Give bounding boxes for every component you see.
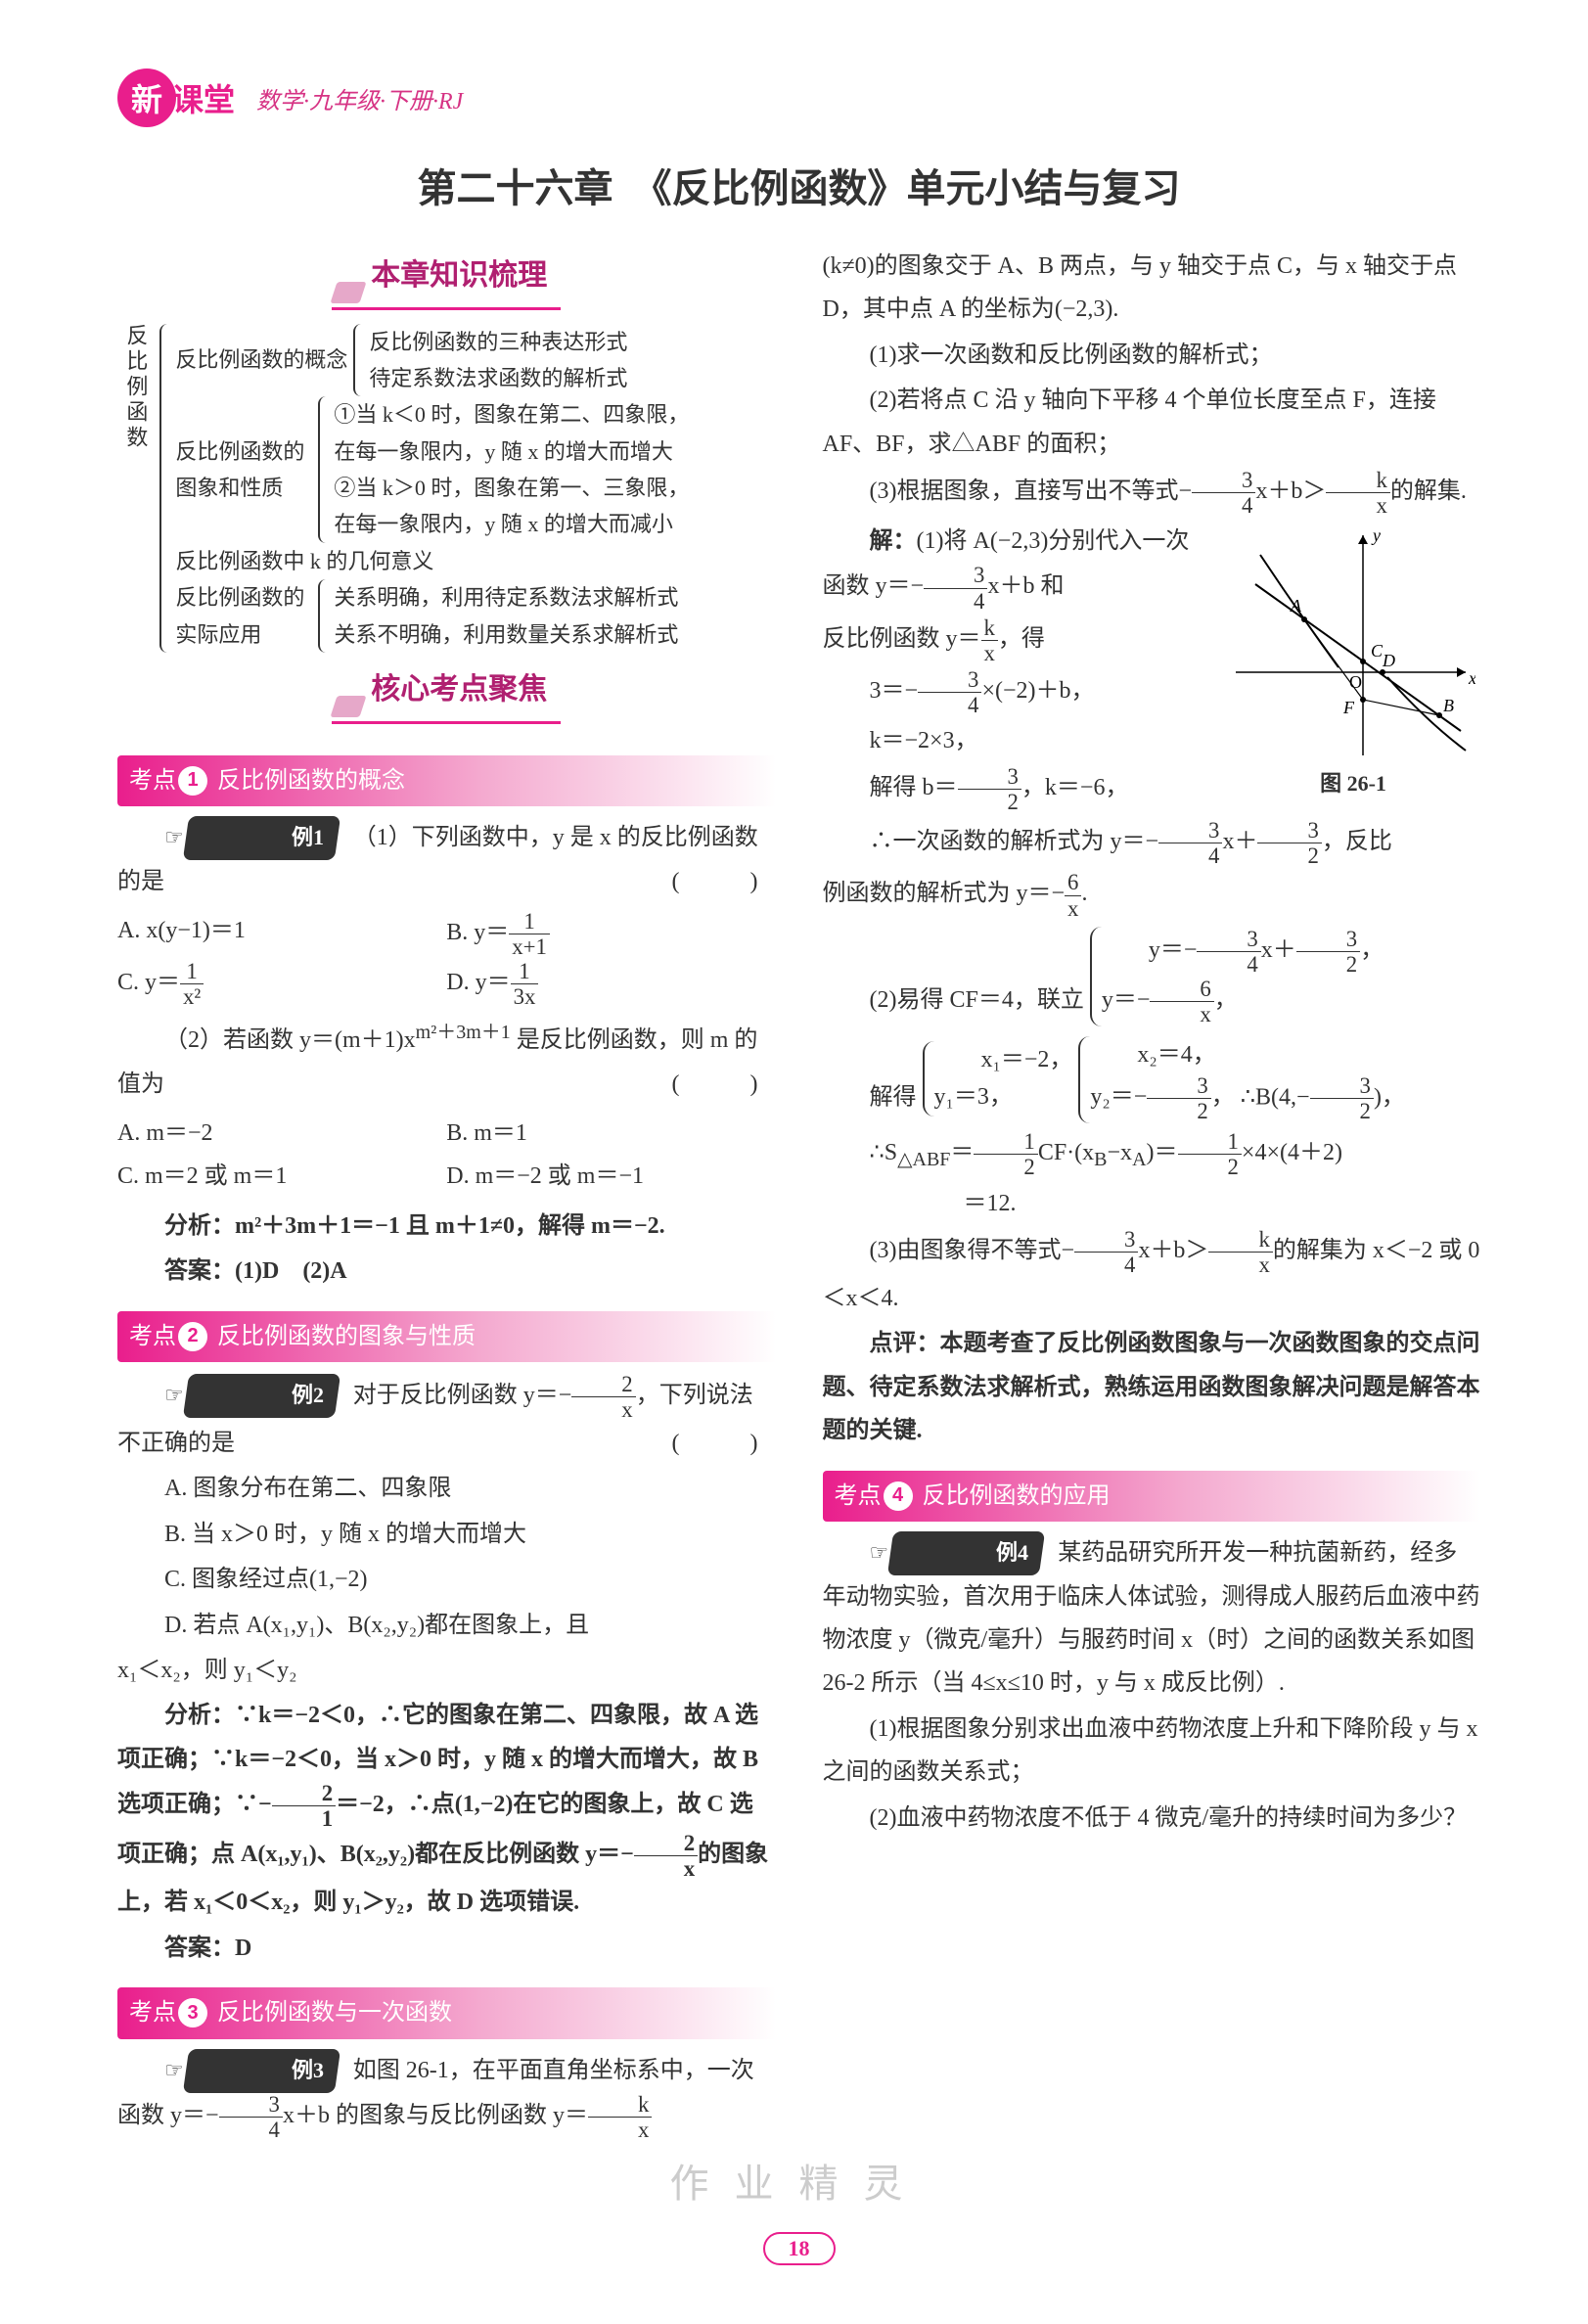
answer-paren: ( )	[625, 860, 766, 903]
hand-icon: ☞	[164, 825, 184, 849]
kp4-bar: 考点 4 反比例函数的应用	[823, 1471, 1481, 1522]
opt-c: C. m＝2 或 m＝1	[117, 1155, 446, 1198]
kp3-number: 3	[178, 1998, 207, 2028]
figure-caption: 图 26-1	[1226, 764, 1480, 804]
kp-prefix: 考点	[129, 759, 176, 802]
tree-leaf: 在每一象限内，y 随 x 的增大而减小	[334, 506, 775, 542]
chapter-title: 第二十六章 《反比例函数》单元小结与复习	[117, 157, 1480, 213]
ex3-q1: (1)求一次函数和反比例函数的解析式；	[823, 334, 1481, 377]
example1-block: ☞例1 （1）下列函数中，y 是 x 的反比例函数的是 ( )	[117, 816, 776, 903]
watermark: 作业精灵	[117, 2152, 1480, 2209]
logo-badge: 新	[117, 68, 176, 127]
tree-leaf: 待定系数法求函数的解析式	[369, 360, 775, 396]
tree-leaf: 关系不明确，利用数量关系求解析式	[334, 616, 775, 653]
answer-paren: ( )	[625, 1063, 766, 1106]
kp-prefix: 考点	[129, 1315, 176, 1358]
opt-b: B. m＝1	[446, 1112, 775, 1155]
knowledge-tree: 反比例函数 反比例函数的概念 反比例函数的三种表达形式 待定系数法求函数的解析式	[117, 324, 776, 658]
example1-tag: 例1	[245, 818, 324, 858]
header-band: 新 课堂 数学·九年级·下册·RJ	[117, 68, 1480, 127]
left-column: 本章知识梳理 反比例函数 反比例函数的概念 反比例函数的三种表达形式 待定	[117, 243, 776, 2144]
ex3-intro: (k≠0)的图象交于 A、B 两点，与 y 轴交于点 C，与 x 轴交于点 D，…	[823, 245, 1481, 332]
ex1-options: A. x(y−1)＝1 B. y＝1x+1 C. y＝1x² D. y＝13x	[117, 909, 776, 1009]
sol2-line: (2)易得 CF＝4，联立 y＝−34x＋32， y＝−6x，	[823, 923, 1481, 1030]
opt-d: D. y＝13x	[446, 959, 775, 1009]
tree-leaf: ①当 k＜0 时，图象在第二、四象限，	[334, 396, 775, 433]
sol-line: 例函数的解析式为 y＝−6x.	[823, 870, 1481, 920]
kp4-number: 4	[884, 1481, 913, 1511]
tree-leaf: 关系明确，利用待定系数法求解析式	[334, 579, 775, 615]
example2-tag: 例2	[245, 1376, 324, 1416]
answer-paren: ( )	[625, 1422, 766, 1465]
kp2-bar: 考点 2 反比例函数的图象与性质	[117, 1311, 776, 1362]
ex2-opt-c: C. 图象经过点(1,−2)	[117, 1558, 776, 1601]
sol2-area-val: ＝12.	[823, 1182, 1481, 1225]
example4-tag: 例4	[949, 1533, 1028, 1573]
opt-a: A. x(y−1)＝1	[117, 909, 446, 959]
svg-text:A: A	[1290, 596, 1302, 615]
kp2-title: 反比例函数的图象与性质	[217, 1315, 476, 1358]
hand-icon: ☞	[164, 1383, 184, 1407]
ex2-opt-d-cont: x₁＜x₂，则 y₁＜y₂	[117, 1649, 776, 1692]
svg-text:x: x	[1468, 668, 1475, 688]
sol3-line: (3)由图象得不等式−34x＋b＞kx的解集为 x＜−2 或 0＜x＜4.	[823, 1227, 1481, 1321]
header-subtitle: 数学·九年级·下册·RJ	[256, 81, 463, 115]
ex3-q2: (2)若将点 C 沿 y 轴向下平移 4 个单位长度至点 F，连接 AF、BF，…	[823, 379, 1481, 466]
example4-block: ☞例4 某药品研究所开发一种抗菌新药，经多年动物实验，首次用于临床人体试验，测得…	[823, 1531, 1481, 1706]
section-knowledge-title: 本章知识梳理	[332, 249, 561, 310]
ex4-q2: (2)血液中药物浓度不低于 4 微克/毫升的持续时间为多少？	[823, 1797, 1481, 1840]
right-column: (k≠0)的图象交于 A、B 两点，与 y 轴交于点 C，与 x 轴交于点 D，…	[823, 243, 1481, 2144]
ex1-q2: （2）若函数 y＝(m＋1)xm²＋3m＋1 是反比例函数，则 m 的值为 ( …	[117, 1015, 776, 1106]
ex2-analysis: 分析：∵k＝−2＜0，∴它的图象在第二、四象限，故 A 选项正确；∵k＝−2＜0…	[117, 1694, 776, 1924]
svg-text:F: F	[1342, 698, 1355, 717]
kp3-title: 反比例函数与一次函数	[217, 1991, 452, 2034]
tree-root: 反比例函数	[117, 324, 154, 569]
page-number: 18	[763, 2232, 836, 2265]
tree-node-kgeom: 反比例函数中 k 的几何意义	[175, 543, 775, 579]
ex1-answer: 答案：(1)D (2)A	[117, 1250, 776, 1293]
tree-leaf: 在每一象限内，y 随 x 的增大而增大	[334, 433, 775, 470]
tree-leaf: ②当 k＞0 时，图象在第一、三象限，	[334, 470, 775, 506]
kp3-bar: 考点 3 反比例函数与一次函数	[117, 1987, 776, 2038]
page-number-wrap: 18	[117, 2232, 1480, 2265]
ex1-q2-options: A. m＝−2 B. m＝1 C. m＝2 或 m＝1 D. m＝−2 或 m＝…	[117, 1112, 776, 1199]
kp1-title: 反比例函数的概念	[217, 759, 405, 802]
opt-d: D. m＝−2 或 m＝−1	[446, 1155, 775, 1198]
ex4-q1: (1)根据图象分别求出血液中药物浓度上升和下降阶段 y 与 x 之间的函数关系式…	[823, 1708, 1481, 1795]
example3-tag: 例3	[245, 2051, 324, 2091]
opt-a: A. m＝−2	[117, 1112, 446, 1155]
logo-trail: 课堂	[172, 75, 235, 120]
kp1-number: 1	[178, 766, 207, 796]
svg-text:B: B	[1443, 696, 1454, 715]
svg-text:y: y	[1371, 525, 1381, 545]
kp-prefix: 考点	[835, 1475, 882, 1518]
tree-leaf: 反比例函数的三种表达形式	[369, 324, 775, 360]
ex2-opt-a: A. 图象分布在第二、四象限	[117, 1467, 776, 1510]
hand-icon: ☞	[870, 1540, 889, 1565]
figure-26-1: x y O A B C	[1226, 525, 1480, 804]
sol2-area: ∴S△ABF＝12CF·(xB−xA)＝12×4×(4＋2)	[823, 1129, 1481, 1179]
example3-block: ☞例3 如图 26-1，在平面直角坐标系中，一次函数 y＝−34x＋b 的图象与…	[117, 2049, 776, 2143]
ex2-opt-b: B. 当 x＞0 时，y 随 x 的增大而增大	[117, 1513, 776, 1556]
kp1-bar: 考点 1 反比例函数的概念	[117, 755, 776, 806]
svg-text:D: D	[1382, 651, 1395, 670]
ex2-answer: 答案：D	[117, 1927, 776, 1970]
ex3-q3: (3)根据图象，直接写出不等式−34x＋b＞kx的解集.	[823, 468, 1481, 518]
kp-prefix: 考点	[129, 1991, 176, 2034]
kp2-number: 2	[178, 1322, 207, 1351]
ex1-analysis: 分析：m²＋3m＋1＝−1 且 m＋1≠0，解得 m＝−2.	[117, 1205, 776, 1248]
sol-line: ∴一次函数的解析式为 y＝−34x＋32，反比	[823, 818, 1481, 868]
example2-block: ☞例2 对于反比例函数 y＝−2x，下列说法不正确的是 ( )	[117, 1372, 776, 1466]
tree-node-graph: 反比例函数的图象和性质	[175, 396, 318, 543]
hand-icon: ☞	[164, 2058, 184, 2082]
ex3-comment: 点评：本题考查了反比例函数图象与一次函数图象的交点问题、待定系数法求解析式，熟练…	[823, 1322, 1481, 1452]
kp4-title: 反比例函数的应用	[923, 1475, 1111, 1518]
ex2-opt-d: D. 若点 A(x₁,y₁)、B(x₂,y₂)都在图象上，且	[117, 1604, 776, 1647]
tree-node-concept: 反比例函数的概念	[175, 324, 353, 397]
sol2-solve: 解得 x₁＝−2，y₁＝3， x₂＝4，y₂＝−32， ∴B(4,−32)，	[823, 1032, 1481, 1128]
tree-node-app: 反比例函数的实际应用	[175, 579, 318, 653]
opt-c: C. y＝1x²	[117, 959, 446, 1009]
opt-b: B. y＝1x+1	[446, 909, 775, 959]
section-focus-title: 核心考点聚焦	[332, 662, 561, 724]
